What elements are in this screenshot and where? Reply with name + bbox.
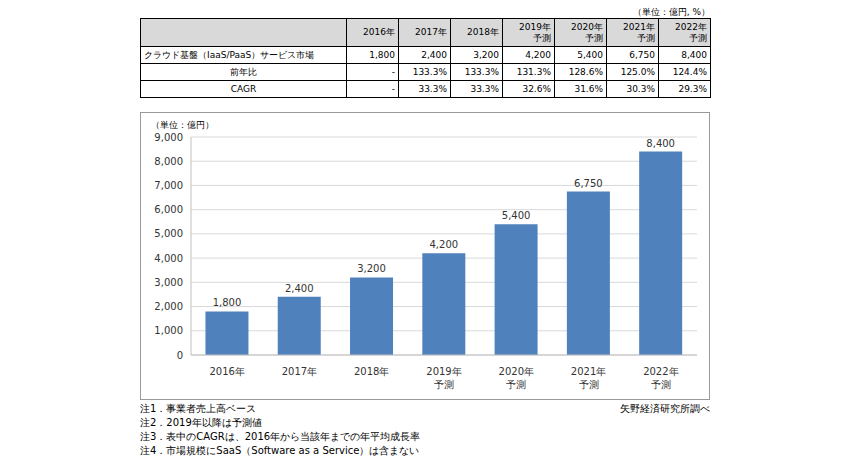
svg-text:8,000: 8,000 [154,156,183,167]
html-text:6,750: 6,750 [629,49,655,60]
html-text:2016年: 2016年 [363,27,395,37]
html-text:注2．2019年以降は予測値: 注2．2019年以降は予測値 [140,417,262,428]
svg-text:3,000: 3,000 [154,277,183,288]
svg-text:2022年予測: 2022年予測 [643,366,678,390]
html-text:125.0%: 125.0% [620,66,655,77]
svg-text:2019年予測: 2019年予測 [426,366,461,390]
html-text:注1．事業者売上高ベース: 注1．事業者売上高ベース [140,403,257,414]
html-text:注4．市場規模にSaaS（Software as a Ser: 注4．市場規模にSaaS（Software as a Service）は含まない [140,445,420,456]
html-text:2020年 予測: 2020年 予測 [571,21,603,43]
html-text:31.6%: 31.6% [574,83,603,94]
svg-text:2,000: 2,000 [154,301,183,312]
html-text:（単位：億円, %）: （単位：億円, %） [632,7,710,17]
svg-text:6,000: 6,000 [154,204,183,215]
svg-text:0: 0 [177,350,183,361]
html-text:33.3%: 33.3% [470,83,499,94]
svg-text:4,200: 4,200 [429,239,458,250]
svg-text:8,400: 8,400 [646,138,675,149]
html-text:2,400: 2,400 [421,49,447,60]
html-text:29.3%: 29.3% [678,83,707,94]
html-text:131.3%: 131.3% [516,66,551,77]
svg-text:3,200: 3,200 [357,263,386,274]
svg-text:4,000: 4,000 [154,253,183,264]
svg-text:5,000: 5,000 [154,228,183,239]
html-text:4,200: 4,200 [525,49,551,60]
html-text:2019年 予測: 2019年 予測 [519,21,551,43]
html-text:CAGR: CAGR [230,83,257,94]
html-text:1,800: 1,800 [369,49,395,60]
html-text:2022年 予測: 2022年 予測 [675,21,707,43]
svg-text:2021年予測: 2021年予測 [571,366,606,390]
svg-text:1,800: 1,800 [213,297,242,308]
html-text:133.3%: 133.3% [464,66,499,77]
svg-text:7,000: 7,000 [154,180,183,191]
svg-text:2,400: 2,400 [285,283,314,294]
svg-text:2020年予測: 2020年予測 [499,366,534,390]
svg-text:5,400: 5,400 [502,210,531,221]
html-text:30.3%: 30.3% [626,83,655,94]
html-text:33.3%: 33.3% [418,83,447,94]
html-text:クラウド基盤（IaaS/PaaS）サービス市場: クラウド基盤（IaaS/PaaS）サービス市場 [144,49,315,60]
html-text:2021年 予測: 2021年 予測 [623,21,655,43]
html-text:3,200: 3,200 [473,49,499,60]
html-text:8,400: 8,400 [681,49,707,60]
svg-text:6,750: 6,750 [574,178,603,189]
html-text:5,400: 5,400 [577,49,603,60]
html-text:32.6%: 32.6% [522,83,551,94]
html-text:133.3%: 133.3% [412,66,447,77]
svg-text:1,000: 1,000 [154,325,183,336]
svg-text:2017年: 2017年 [282,366,317,377]
html-text:矢野経済研究所調べ: 矢野経済研究所調べ [620,403,710,414]
html-text:注3．表中のCAGRは、2016年から当該年までの年平均成長: 注3．表中のCAGRは、2016年から当該年までの年平均成長率 [140,431,421,442]
html-text:前年比: 前年比 [230,66,257,77]
html-text:128.6%: 128.6% [568,66,603,77]
svg-text:9,000: 9,000 [154,132,183,143]
html-text:2018年: 2018年 [467,27,499,37]
html-text:2017年: 2017年 [415,27,447,37]
html-text:124.4%: 124.4% [672,66,707,77]
html-text:（単位：億円）: （単位：億円） [151,120,214,130]
svg-text:2018年: 2018年 [354,366,389,377]
svg-text:2016年: 2016年 [209,366,244,377]
